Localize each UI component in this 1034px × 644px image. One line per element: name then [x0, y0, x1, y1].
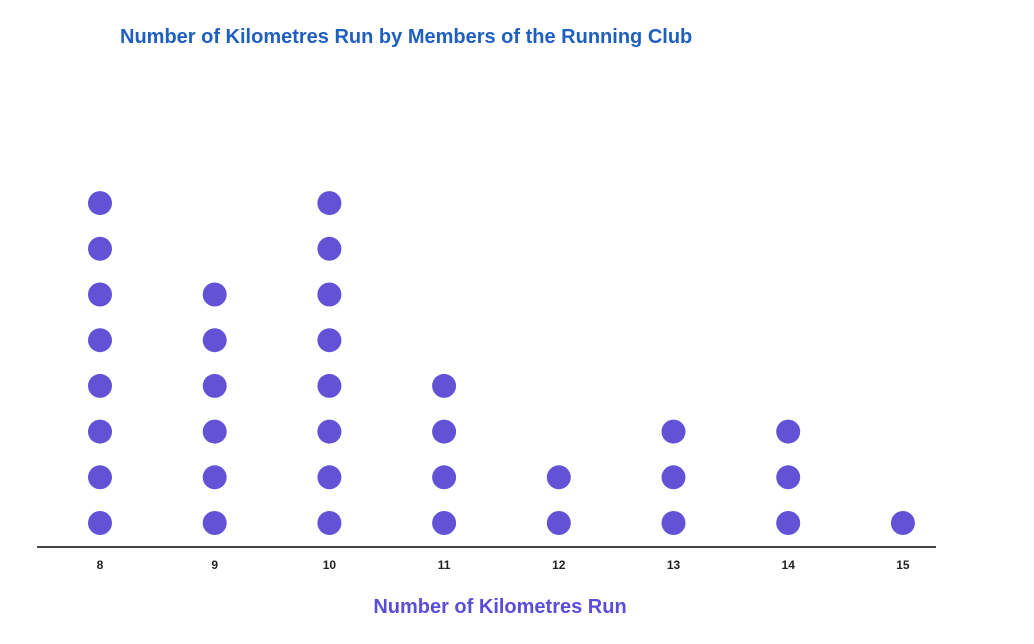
- dot-12-2: [546, 465, 571, 490]
- dot-10-6: [317, 282, 342, 307]
- dot-9-1: [202, 511, 227, 535]
- x-axis-label: Number of Kilometres Run: [373, 596, 627, 618]
- dot-10-7: [317, 236, 342, 261]
- dot-10-8: [317, 191, 342, 216]
- x-tick-label-9: 9: [211, 558, 218, 572]
- dot-14-3: [776, 419, 801, 444]
- dot-13-1: [661, 511, 686, 535]
- chart-title: Number of Kilometres Run by Members of t…: [120, 26, 693, 48]
- dot-13-2: [661, 465, 686, 490]
- dot-10-3: [317, 419, 342, 444]
- dot-14-1: [776, 511, 801, 535]
- x-tick-label-15: 15: [896, 558, 910, 572]
- x-tick-label-12: 12: [552, 558, 566, 572]
- dot-9-5: [202, 328, 227, 353]
- dot-10-5: [317, 328, 342, 353]
- x-tick-label-8: 8: [97, 558, 104, 572]
- dot-9-3: [202, 419, 227, 444]
- x-tick-label-13: 13: [667, 558, 681, 572]
- x-tick-label-10: 10: [323, 558, 337, 572]
- dots-group: [88, 191, 915, 535]
- x-tick-labels: 8 9 10 11 12 13 14 15: [97, 558, 910, 572]
- dot-11-3: [432, 419, 457, 444]
- dot-9-4: [202, 373, 227, 398]
- dot-8-6: [88, 282, 112, 307]
- dot-10-1: [317, 511, 342, 535]
- x-tick-label-14: 14: [782, 558, 796, 572]
- dot-8-2: [88, 465, 112, 490]
- dot-12-1: [546, 511, 571, 535]
- dot-13-3: [661, 419, 686, 444]
- dot-8-5: [88, 328, 112, 353]
- dot-10-2: [317, 465, 342, 490]
- dot-8-4: [88, 373, 112, 398]
- dot-8-1: [88, 511, 112, 535]
- dot-10-4: [317, 373, 342, 398]
- dot-15-1: [890, 511, 915, 535]
- dot-8-8: [88, 191, 112, 216]
- dot-9-6: [202, 282, 227, 307]
- dot-14-2: [776, 465, 801, 490]
- dot-11-4: [432, 373, 457, 398]
- dot-11-2: [432, 465, 457, 490]
- dot-9-2: [202, 465, 227, 490]
- dot-11-1: [432, 511, 457, 535]
- dot-8-7: [88, 236, 112, 261]
- dot-8-3: [88, 419, 112, 444]
- x-tick-label-11: 11: [438, 558, 451, 572]
